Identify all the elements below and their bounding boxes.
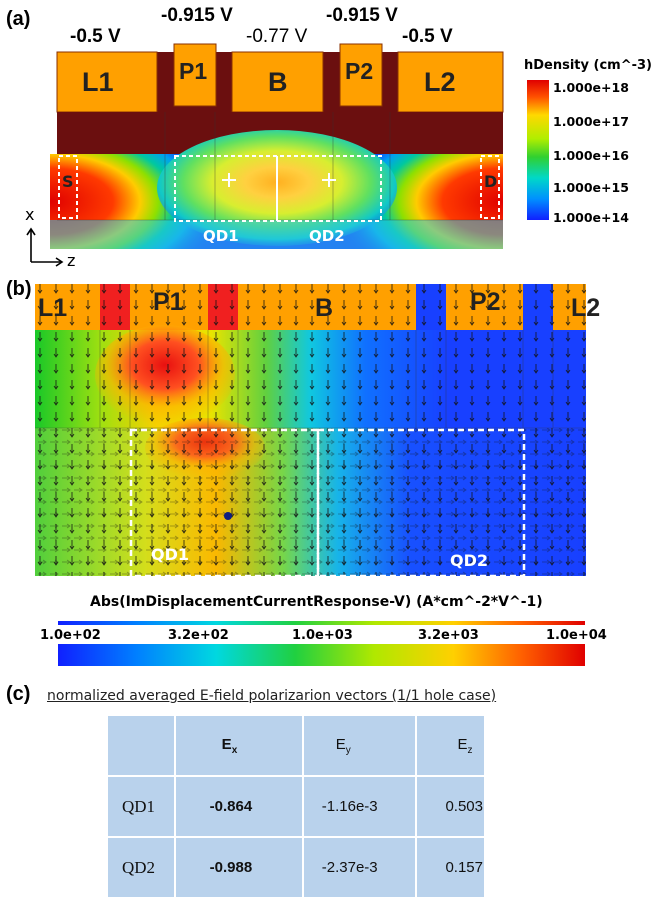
table-row: QD2 -0.988 -2.37e-3 0.157: [106, 836, 486, 899]
colorbar-tick-3: 3.2e+03: [418, 628, 479, 643]
hdensity-tick-4: 1.000e+14: [553, 210, 629, 225]
qd2-label-a: QD2: [309, 227, 345, 245]
cell-qd1-ez: 0.503: [415, 775, 486, 838]
displacement-colorbar: [58, 644, 585, 666]
voltage-b: -0.77 V: [246, 26, 308, 47]
drain-label: D: [484, 172, 498, 191]
axis-z-label: z: [67, 251, 76, 270]
axis-x-label: x: [25, 205, 35, 224]
gate-p2: P2: [345, 58, 374, 84]
gate-p2-b: P2: [470, 288, 501, 316]
table-header-ex: Ex: [173, 714, 304, 777]
voltage-l1: -0.5 V: [70, 26, 121, 47]
row-label-qd2: QD2: [106, 836, 176, 899]
table-row: QD1 -0.864 -1.16e-3 0.503: [106, 775, 486, 838]
hdensity-tick-1: 1.000e+17: [553, 114, 629, 129]
hdensity-tick-0: 1.000e+18: [553, 80, 629, 95]
cell-qd2-ex: -0.988: [173, 836, 304, 899]
gate-l2-b: L2: [571, 294, 601, 322]
voltage-p2: -0.915 V: [326, 5, 398, 26]
colorbar-tick-2: 1.0e+03: [292, 628, 353, 643]
voltage-p1: -0.915 V: [161, 5, 233, 26]
panel-a-label: (a): [6, 8, 31, 30]
cell-qd1-ex: -0.864: [173, 775, 304, 838]
panel-b-label: (b): [6, 278, 32, 300]
gate-l1-b: L1: [38, 294, 68, 322]
cell-qd1-ey: -1.16e-3: [301, 775, 418, 838]
colorbar-tick-1: 3.2e+02: [168, 628, 229, 643]
table-header-ey: Ey: [301, 714, 418, 777]
voltage-l2: -0.5 V: [402, 26, 453, 47]
colorbar-title: Abs(ImDisplacementCurrentResponse-V) (A*…: [90, 594, 543, 610]
hdensity-legend-title: hDensity (cm^-3): [524, 58, 652, 73]
qd2-label-b: QD2: [450, 551, 489, 570]
cell-qd2-ey: -2.37e-3: [301, 836, 418, 899]
efield-table-title: normalized averaged E-field polarizarion…: [47, 688, 497, 704]
displacement-current-map: [35, 284, 586, 625]
source-label: S: [62, 172, 74, 191]
gate-l2: L2: [424, 67, 456, 97]
colorbar-tick-0: 1.0e+02: [40, 628, 101, 643]
qd1-label-a: QD1: [203, 227, 239, 245]
panel-c-label: (c): [6, 683, 31, 705]
row-label-qd1: QD1: [106, 775, 176, 838]
table-header-corner: [106, 714, 176, 777]
gate-p1-b: P1: [153, 288, 184, 316]
colorbar-tick-4: 1.0e+04: [546, 628, 607, 643]
gate-b: B: [268, 67, 288, 97]
table-header-row: Ex Ey Ez: [106, 714, 486, 777]
gate-b-b: B: [315, 294, 334, 322]
hdensity-tick-2: 1.000e+16: [553, 148, 629, 163]
cell-qd2-ez: 0.157: [415, 836, 486, 899]
table-header-ez: Ez: [415, 714, 486, 777]
gate-l1: L1: [82, 67, 114, 97]
qd1-label-b: QD1: [151, 545, 190, 564]
efield-table: Ex Ey Ez QD1 -0.864 -1.16e-3 0.503 QD2 -…: [106, 714, 486, 899]
gate-p1: P1: [179, 58, 208, 84]
hdensity-tick-3: 1.000e+15: [553, 180, 629, 195]
hole-density-map: [26, 43, 549, 267]
